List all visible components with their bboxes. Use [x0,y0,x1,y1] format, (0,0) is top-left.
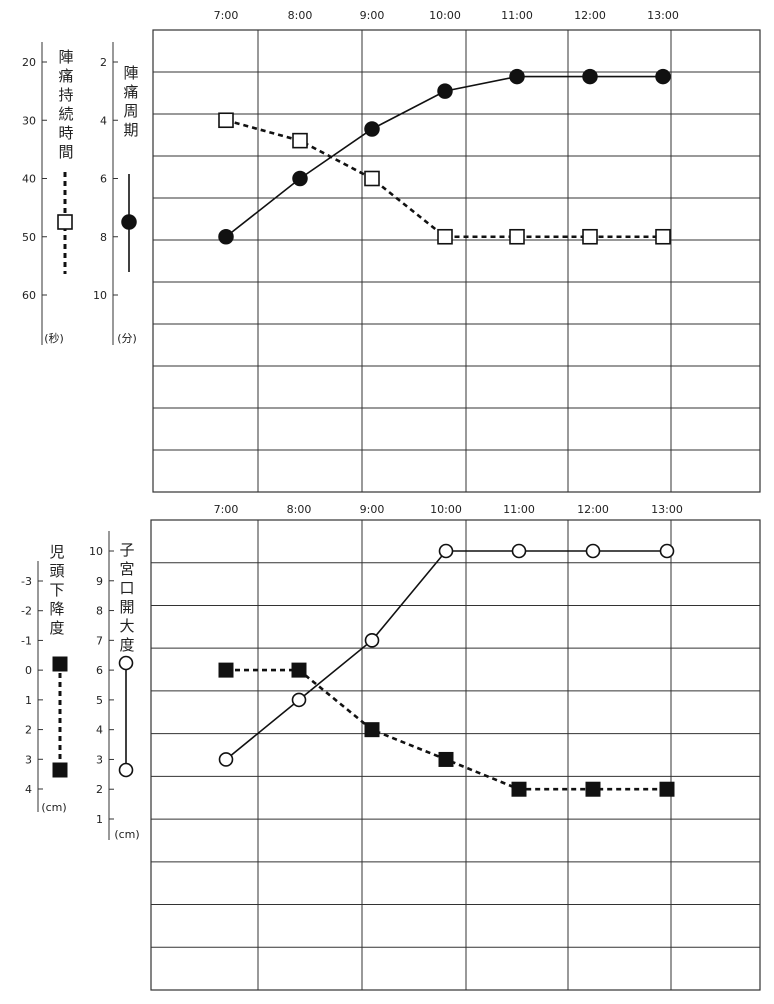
data-point [582,68,598,85]
data-point [655,68,671,85]
data-point [364,722,380,738]
data-point [509,228,525,245]
plot-frame [150,519,761,991]
data-point [585,781,601,797]
data-point [364,170,380,187]
y-tick-label: 6 [100,173,107,186]
data-point [292,170,308,187]
x-tick-label: 13:00 [651,503,683,516]
x-tick-label: 7:00 [214,503,239,516]
x-tick-label: 7:00 [214,9,239,22]
y-tick-label: 8 [96,605,103,618]
data-point [218,752,234,767]
y-tick-label: -2 [21,605,32,618]
y-tick-label: 40 [22,173,36,186]
y-tick-label: 2 [100,56,107,69]
legend-marker [118,655,134,671]
data-point [511,781,527,797]
x-tick-label: 12:00 [577,503,609,516]
data-point [655,228,671,245]
y-axis-label: 陣痛持続時間 [58,48,73,161]
data-point [364,633,380,648]
y-tick-label: 7 [96,634,103,647]
x-tick-label: 9:00 [360,9,385,22]
y-tick-label: 8 [100,231,107,244]
y-axis-unit: (cm) [114,828,139,841]
y-tick-label: 9 [96,575,103,588]
data-point [582,228,598,245]
y-tick-label: 20 [22,56,36,69]
data-point [437,228,453,245]
legend-marker [118,762,134,778]
data-point [218,662,234,678]
data-point [291,662,307,678]
x-tick-label: 11:00 [503,503,535,516]
y-tick-label: 10 [89,545,103,558]
data-point [511,543,527,559]
data-point [218,112,234,129]
y-tick-label: 3 [25,753,32,766]
y-tick-label: 0 [25,664,32,677]
y-tick-label: 4 [96,724,103,737]
y-tick-label: 60 [22,289,36,302]
y-tick-label: 6 [96,664,103,677]
data-point [659,543,675,559]
legend-marker [121,214,137,230]
x-tick-label: 8:00 [288,9,313,22]
data-point [292,132,308,149]
y-tick-label: 1 [25,694,32,707]
plot-frame [152,29,761,493]
x-tick-label: 9:00 [360,503,385,516]
legend-marker [52,656,68,672]
x-tick-label: 12:00 [574,9,606,22]
y-axis-label: 子宮口開大度 [119,541,134,654]
data-point [291,692,307,708]
series-line [225,75,663,238]
data-point [437,83,453,99]
y-axis-unit: (秒) [44,331,64,345]
series-line [226,668,667,791]
y-axis-label: 児頭下降度 [49,543,64,637]
data-point [438,543,454,559]
series-line [225,118,663,239]
data-point [585,543,601,559]
y-tick-label: 4 [25,783,32,796]
y-tick-label: -1 [21,634,32,647]
x-tick-label: 13:00 [647,9,679,22]
y-axis-unit: (分) [117,332,137,345]
data-point [218,229,234,245]
y-tick-label: 3 [96,753,103,766]
y-tick-label: 5 [96,694,103,707]
x-tick-label: 11:00 [501,9,533,22]
x-tick-label: 10:00 [430,503,462,516]
y-tick-label: 2 [25,724,32,737]
data-point [438,751,454,767]
series-line [225,550,667,761]
legend-marker [52,762,68,778]
legend-marker [57,214,73,230]
y-tick-label: 30 [22,114,36,127]
x-tick-label: 8:00 [287,503,312,516]
data-point [659,781,675,797]
y-tick-label: 10 [93,289,107,302]
y-axis-label: 陣痛周期 [123,64,138,139]
y-tick-label: 2 [96,783,103,796]
y-tick-label: 1 [96,813,103,826]
data-point [364,121,380,137]
y-tick-label: 4 [100,114,107,127]
y-tick-label: 50 [22,231,36,244]
x-tick-label: 10:00 [429,9,461,22]
data-point [509,68,525,85]
y-axis-unit: (cm) [41,801,66,814]
y-tick-label: -3 [21,575,32,588]
